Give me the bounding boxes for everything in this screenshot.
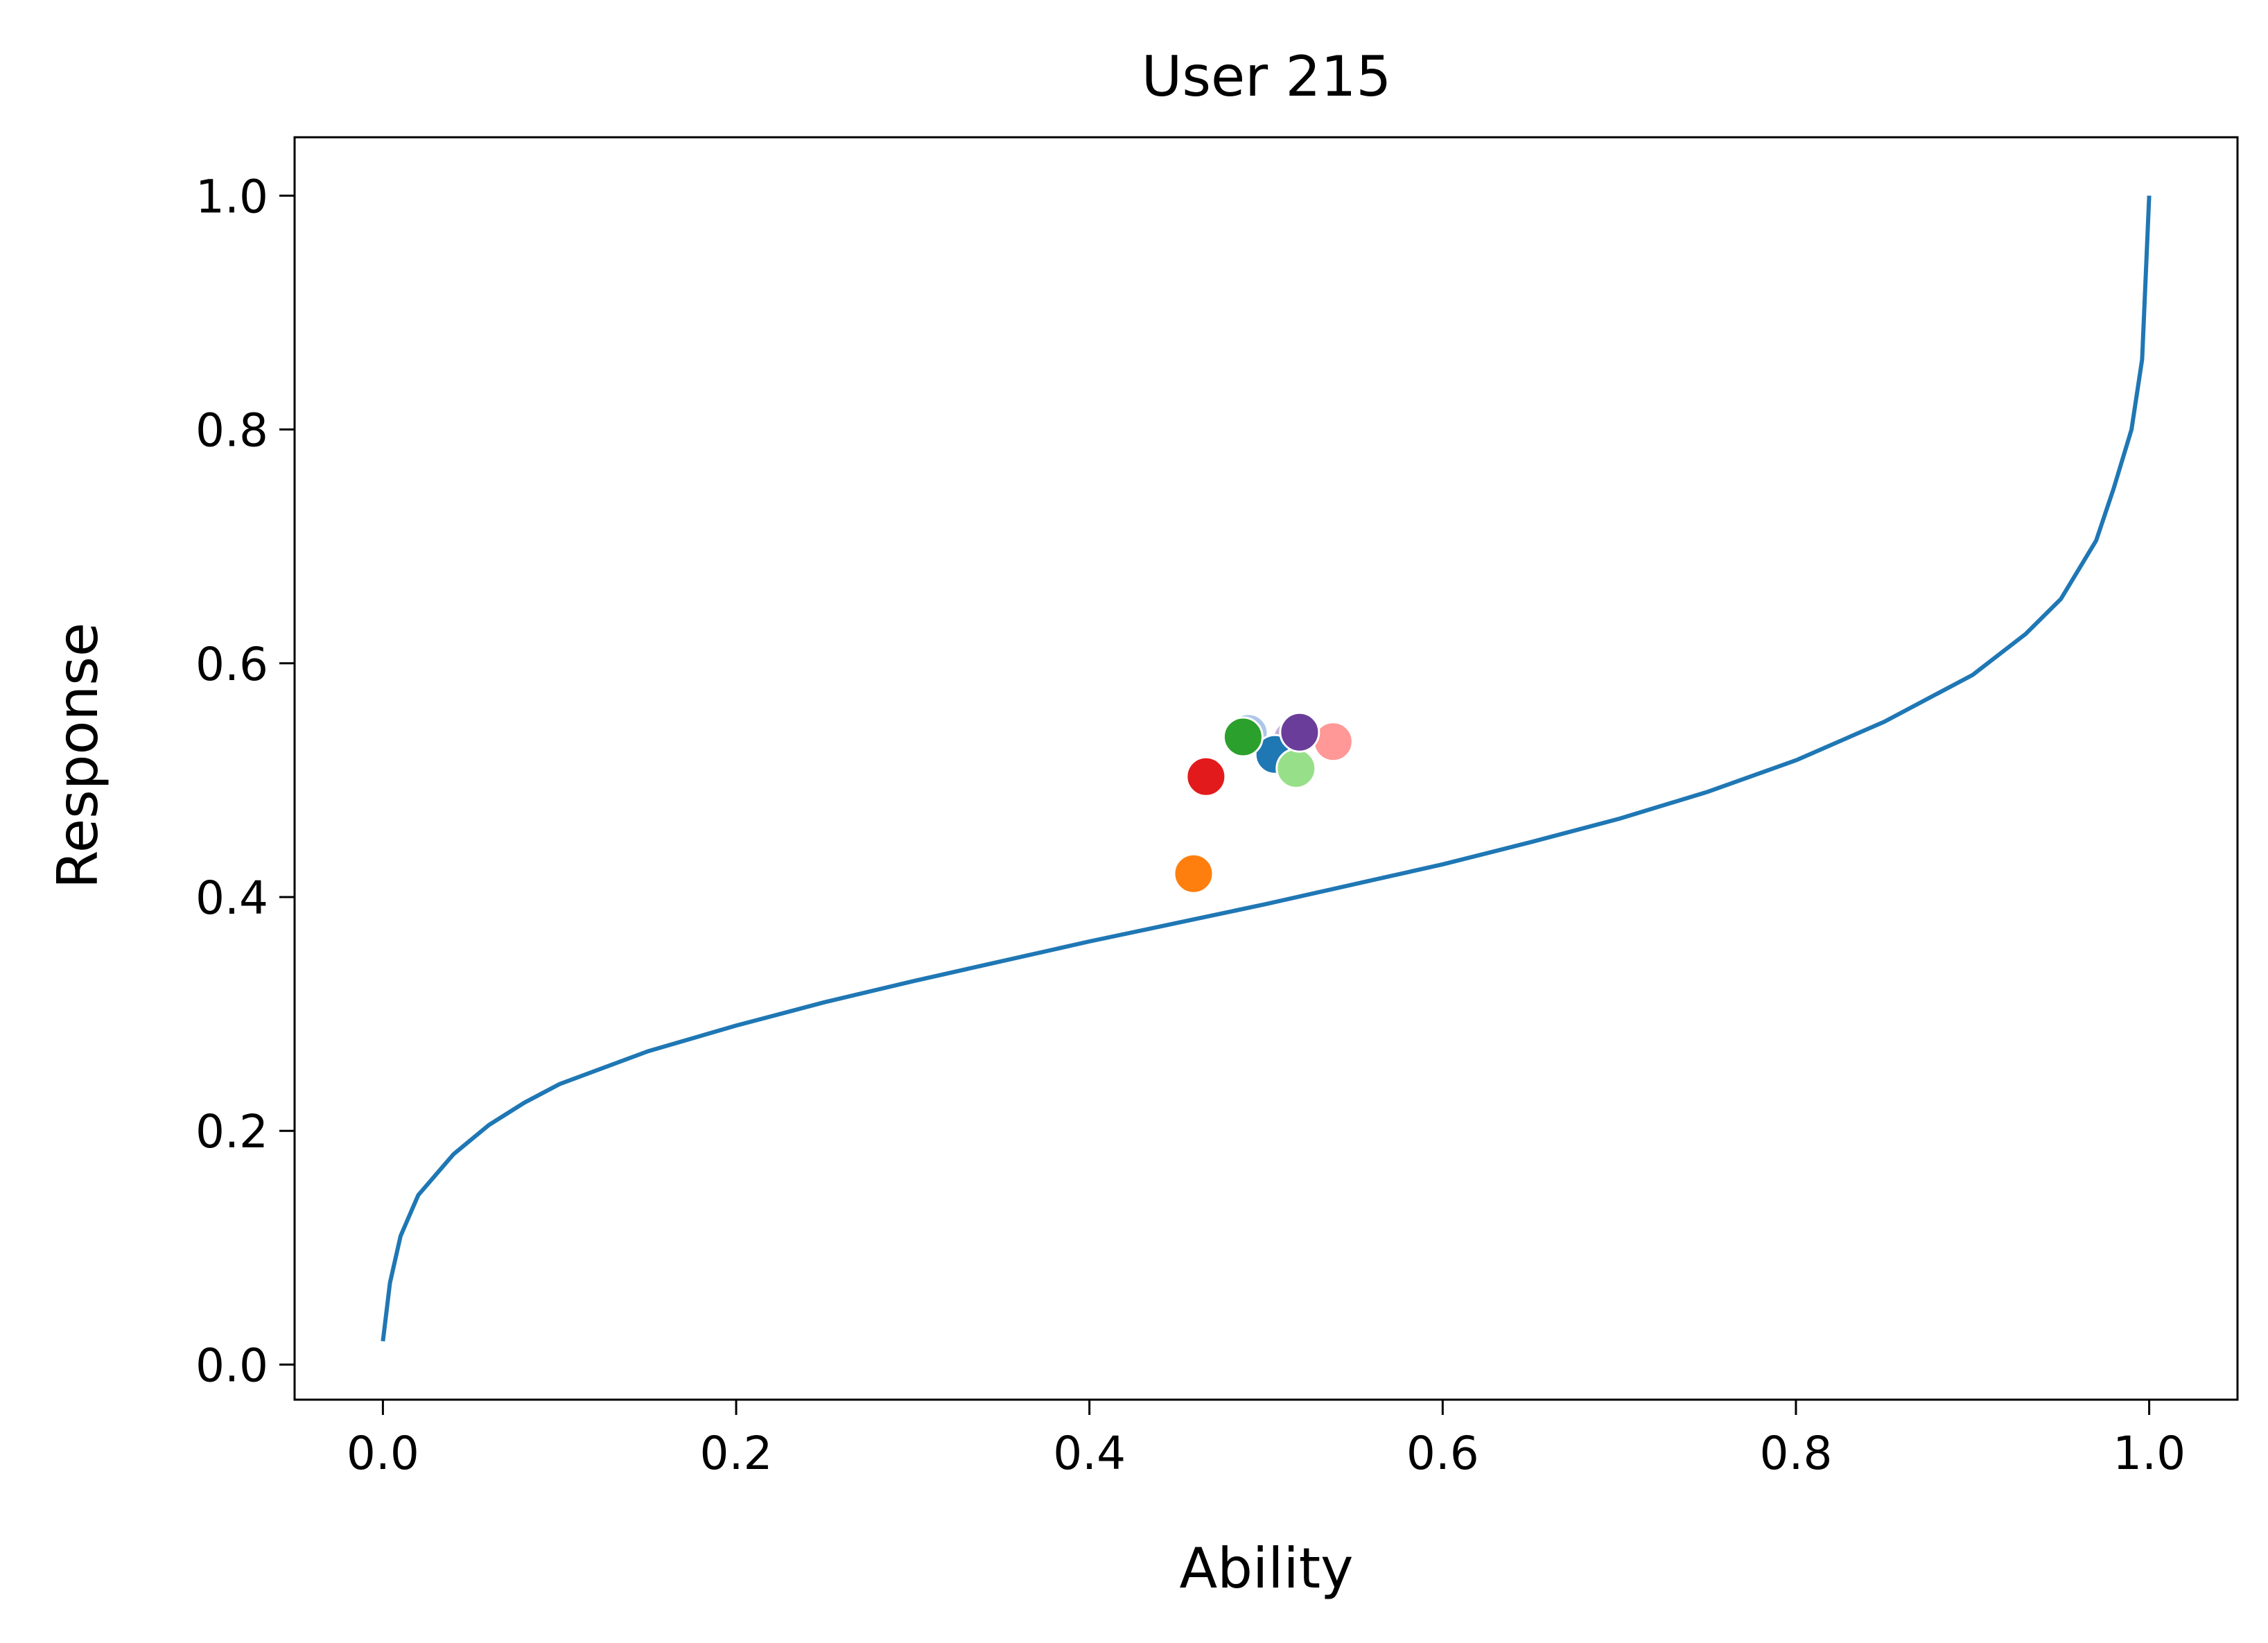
y-tick-label: 0.6 (195, 638, 268, 691)
x-tick-label: 0.8 (1759, 1427, 1832, 1480)
y-tick-label: 0.8 (195, 404, 268, 458)
y-tick-label: 1.0 (195, 170, 268, 223)
scatter-point-6 (1185, 756, 1227, 797)
plot-area (381, 195, 2152, 1342)
y-tick-label: 0.0 (195, 1339, 268, 1392)
x-tick-label: 0.0 (347, 1427, 419, 1480)
scatter-point-9 (1279, 711, 1320, 753)
response-curve (381, 195, 2152, 1342)
y-tick-label: 0.2 (195, 1105, 268, 1158)
x-tick-label: 0.6 (1406, 1427, 1479, 1480)
scatter-point-5 (1275, 748, 1317, 789)
x-tick-label: 1.0 (2113, 1427, 2186, 1480)
scatter-point-7 (1173, 853, 1214, 894)
y-tick-label: 0.4 (195, 871, 268, 925)
chart-title: User 215 (1142, 44, 1391, 109)
scatter-point-8 (1222, 716, 1264, 758)
plot-frame (293, 136, 2239, 1401)
x-tick-label: 0.4 (1053, 1427, 1126, 1480)
axes: 0.0 0.2 0.4 0.6 0.8 1.0 0.0 0.2 0.4 0.6 0.8 1.0 (195, 136, 2239, 1480)
x-axis-label: Ability (1180, 1536, 1354, 1601)
y-axis-label: Response (46, 623, 110, 889)
x-tick-label: 0.2 (700, 1427, 773, 1480)
